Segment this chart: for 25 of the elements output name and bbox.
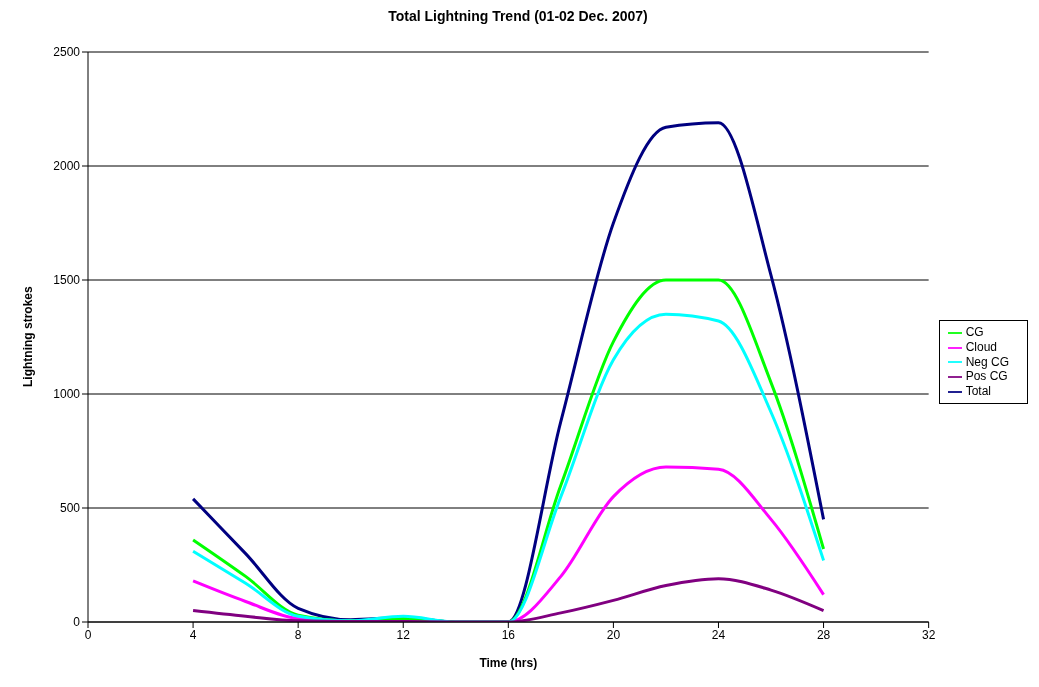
line-series <box>191 121 826 622</box>
x-tick-label: 28 <box>816 627 831 642</box>
legend-label: Pos CG <box>965 369 1008 384</box>
chart-title: Total Lightning Trend (01-02 Dec. 2007) <box>387 8 649 24</box>
x-tick-label: 4 <box>189 627 197 642</box>
line-series <box>191 577 826 622</box>
x-tick-label: 16 <box>501 627 516 642</box>
y-tick-label: 1500 <box>53 273 81 288</box>
y-tick-label: 2500 <box>53 45 81 60</box>
x-tick-label: 24 <box>711 627 726 642</box>
y-tick-label: 0 <box>73 615 81 630</box>
x-tick-label: 8 <box>294 627 302 642</box>
y-tick-label: 2000 <box>53 159 81 174</box>
x-tick-label: 0 <box>84 627 92 642</box>
legend-label: Neg CG <box>965 354 1009 369</box>
x-axis-title: Time (hrs) <box>479 656 538 670</box>
x-tick-label: 12 <box>396 627 411 642</box>
legend-label: CG <box>965 324 984 339</box>
x-tick-label: 32 <box>921 627 936 642</box>
y-tick-label: 1000 <box>53 387 81 402</box>
y-tick-label: 500 <box>59 501 81 516</box>
legend-label: Total <box>965 384 991 399</box>
x-tick-label: 20 <box>606 627 621 642</box>
legend-label: Cloud <box>965 339 997 354</box>
y-axis-title: Lightning strokes <box>21 286 36 387</box>
